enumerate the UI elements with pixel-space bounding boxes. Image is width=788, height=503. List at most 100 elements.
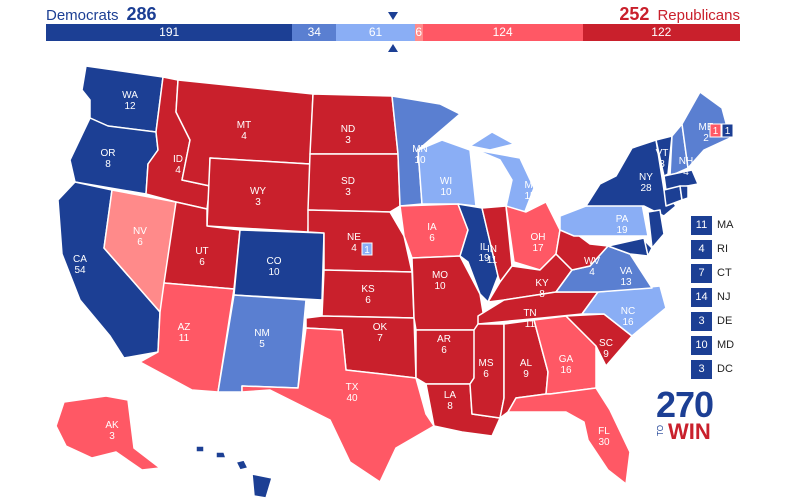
state-label-il: IL (480, 242, 489, 253)
bar-segment-tilt-r: 6 (414, 24, 423, 41)
small-state-label-ct: CT (717, 267, 732, 279)
state-ev-sd: 3 (345, 187, 351, 198)
state-ak[interactable] (55, 395, 161, 471)
me-district-r-ev: 1 (713, 126, 719, 137)
state-sd[interactable] (307, 153, 401, 213)
state-label-ar: AR (437, 334, 451, 345)
small-state-ev-ri[interactable]: 4 (691, 240, 712, 259)
state-label-in: IN (487, 244, 497, 255)
state-label-wa: WA (122, 90, 138, 101)
state-ev-fl: 30 (598, 437, 610, 448)
state-label-ky: KY (535, 278, 549, 289)
state-label-ks: KS (361, 284, 375, 295)
state-ev-ak: 3 (109, 431, 115, 442)
state-ri[interactable] (679, 185, 689, 201)
state-nj[interactable] (647, 209, 665, 249)
state-label-fl: FL (598, 426, 610, 437)
state-label-nv: NV (133, 226, 147, 237)
small-state-ev-de[interactable]: 3 (691, 312, 712, 331)
small-state-ev-ma[interactable]: 11 (691, 216, 712, 235)
electoral-vote-bar: 191 34 61 6 124 122 (46, 24, 740, 41)
state-ev-ok: 7 (377, 333, 383, 344)
state-ma[interactable] (663, 169, 699, 191)
state-vt[interactable] (655, 135, 673, 177)
state-hi[interactable] (195, 445, 273, 499)
me-district-d-ev: 1 (725, 126, 731, 137)
state-az[interactable] (139, 282, 235, 393)
small-state-ev-ct[interactable]: 7 (691, 264, 712, 283)
state-ev-me: 2 (703, 133, 709, 144)
state-label-ga: GA (559, 354, 574, 365)
state-ev-al: 9 (523, 369, 529, 380)
state-md[interactable] (607, 237, 649, 257)
me-district-d-box[interactable] (721, 123, 734, 138)
state-label-al: AL (520, 358, 533, 369)
state-ev-or: 8 (105, 159, 111, 170)
state-label-ny: NY (639, 172, 653, 183)
state-ev-ga: 16 (560, 365, 572, 376)
state-ev-nm: 5 (259, 339, 265, 350)
small-state-label-ri: RI (717, 243, 728, 255)
state-label-ca: CA (73, 254, 87, 265)
small-state-ev-dc[interactable]: 3 (691, 360, 712, 379)
bar-segment-likely-d: 34 (292, 24, 337, 41)
bar-segment-safe-d: 191 (46, 24, 293, 41)
state-ev-pa: 19 (616, 225, 628, 236)
state-ev-nv: 6 (137, 237, 143, 248)
state-label-sc: SC (599, 338, 613, 349)
ne-district-box[interactable] (361, 242, 373, 256)
270towin-logo: 270 TO WIN (656, 387, 714, 443)
small-state-ev-md[interactable]: 10 (691, 336, 712, 355)
state-ev-ky: 8 (539, 289, 545, 300)
republicans-header: 252 Republicans (619, 4, 740, 25)
state-tx[interactable] (241, 327, 435, 483)
state-ev-vt: 3 (659, 159, 665, 170)
democrats-header: Democrats 286 (46, 4, 157, 25)
state-label-ne: NE (347, 232, 361, 243)
state-ev-nc: 16 (622, 317, 634, 328)
state-mi[interactable] (469, 131, 535, 217)
small-state-label-md: MD (717, 339, 735, 351)
state-ev-mt: 4 (241, 131, 247, 142)
state-label-ok: OK (373, 322, 388, 333)
democrats-label: Democrats (46, 7, 119, 24)
state-label-nm: NM (254, 328, 270, 339)
state-label-co: CO (267, 256, 282, 267)
state-ev-la: 8 (447, 401, 453, 412)
republicans-label: Republicans (657, 7, 740, 24)
state-label-me: ME (699, 122, 714, 133)
ne-district-ev: 1 (364, 245, 370, 256)
small-state-label-nj: NJ (717, 291, 731, 303)
state-pa[interactable] (559, 203, 649, 237)
state-label-oh: OH (531, 232, 546, 243)
state-wi[interactable] (417, 139, 477, 207)
state-ev-mn: 10 (414, 155, 426, 166)
state-ev-tx: 40 (346, 393, 358, 404)
state-ev-tn: 11 (525, 319, 536, 330)
state-ev-ks: 6 (365, 295, 371, 306)
bar-segment-lean-d: 61 (336, 24, 415, 41)
state-ev-co: 10 (268, 267, 280, 278)
state-label-la: LA (444, 390, 457, 401)
small-state-ev-nj[interactable]: 14 (691, 288, 712, 307)
me-district-r-box[interactable] (709, 123, 722, 138)
state-ev-ia: 6 (429, 233, 435, 244)
state-ev-oh: 17 (532, 243, 544, 254)
state-ev-id: 4 (175, 165, 181, 176)
state-ev-az: 11 (179, 333, 190, 344)
state-ev-sc: 9 (603, 349, 609, 360)
small-state-label-ma: MA (717, 219, 734, 231)
democrats-total: 286 (126, 4, 157, 24)
state-ct[interactable] (663, 185, 683, 207)
state-label-va: VA (620, 266, 633, 277)
state-label-nh: NH (679, 156, 693, 167)
state-label-tx: TX (346, 382, 359, 393)
logo-win: WIN (668, 419, 711, 444)
state-fl[interactable] (507, 387, 631, 485)
state-me[interactable] (681, 91, 731, 169)
state-ev-wv: 4 (589, 267, 595, 278)
state-label-ut: UT (195, 246, 208, 257)
state-label-or: OR (101, 148, 116, 159)
270-marker-bottom (388, 44, 398, 52)
